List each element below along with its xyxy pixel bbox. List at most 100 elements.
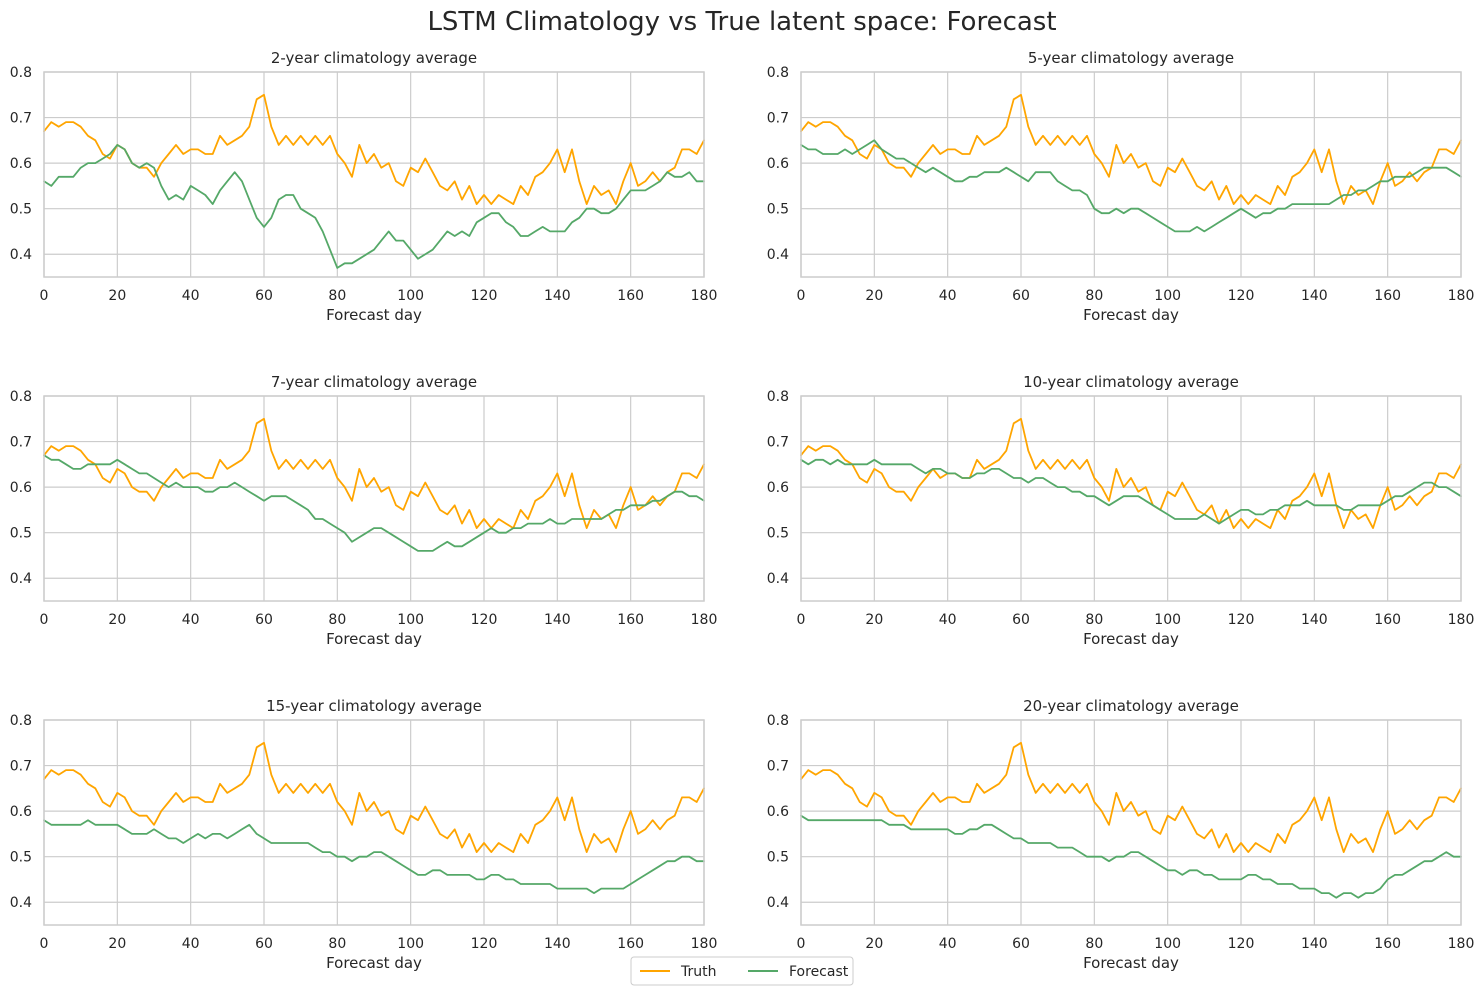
series-line-forecast xyxy=(43,819,705,894)
y-tick-label: 0.6 xyxy=(767,156,789,172)
y-tick-label: 0.5 xyxy=(767,202,789,218)
x-tick-label: 0 xyxy=(797,936,806,952)
plot-frame xyxy=(43,395,705,602)
x-tick-label: 180 xyxy=(1448,936,1475,952)
x-tick-label: 40 xyxy=(182,612,200,628)
y-tick-label: 0.5 xyxy=(10,850,32,866)
x-tick-label: 20 xyxy=(108,288,126,304)
legend-frame xyxy=(630,956,854,986)
y-tick-label: 0.6 xyxy=(10,480,32,496)
y-tick-label: 0.4 xyxy=(10,571,32,587)
y-tick-label: 0.4 xyxy=(767,571,789,587)
x-tick-label: 120 xyxy=(471,288,498,304)
subplot-title: 15-year climatology average xyxy=(266,697,482,715)
x-tick-label: 140 xyxy=(544,288,571,304)
y-tick-label: 0.8 xyxy=(767,389,789,405)
x-tick-label: 100 xyxy=(1154,288,1181,304)
subplot-title: 10-year climatology average xyxy=(1023,373,1239,391)
x-tick-label: 120 xyxy=(471,936,498,952)
y-tick-label: 0.7 xyxy=(767,759,789,775)
y-tick-label: 0.7 xyxy=(767,435,789,451)
series-line-forecast xyxy=(800,458,1462,525)
y-tick-label: 0.8 xyxy=(10,65,32,81)
subplot-1: 2-year climatology average 0 20 40 60 80 100 12… xyxy=(10,49,718,324)
x-tick-label: 80 xyxy=(1085,288,1103,304)
y-tick-label: 0.8 xyxy=(10,713,32,729)
y-tick-label: 0.5 xyxy=(10,202,32,218)
y-tick-label: 0.4 xyxy=(767,895,789,911)
x-tick-label: 40 xyxy=(939,936,957,952)
y-tick-label: 0.8 xyxy=(767,713,789,729)
y-tick-label: 0.6 xyxy=(767,804,789,820)
x-tick-label: 140 xyxy=(1301,612,1328,628)
legend-truth-label: Truth xyxy=(680,964,717,980)
y-tick-label: 0.6 xyxy=(767,480,789,496)
x-tick-label: 60 xyxy=(1012,936,1030,952)
subplot-title: 2-year climatology average xyxy=(271,49,477,67)
subplot-title: 7-year climatology average xyxy=(271,373,477,391)
x-tick-label: 120 xyxy=(1228,612,1255,628)
y-tick-label: 0.4 xyxy=(10,895,32,911)
legend: Truth Forecast xyxy=(630,956,854,986)
x-tick-label: 180 xyxy=(691,936,718,952)
x-tick-label: 120 xyxy=(1228,288,1255,304)
series-line-forecast xyxy=(43,143,705,269)
x-tick-label: 60 xyxy=(255,936,273,952)
x-axis-label: Forecast day xyxy=(1083,954,1179,972)
x-tick-label: 160 xyxy=(1374,936,1401,952)
x-axis-label: Forecast day xyxy=(326,954,422,972)
x-axis-label: Forecast day xyxy=(326,306,422,324)
x-tick-label: 20 xyxy=(108,612,126,628)
x-tick-label: 140 xyxy=(544,936,571,952)
x-tick-label: 160 xyxy=(617,936,644,952)
y-tick-label: 0.4 xyxy=(767,247,789,263)
plot-frame xyxy=(800,395,1462,602)
x-tick-label: 20 xyxy=(865,288,883,304)
x-tick-label: 0 xyxy=(797,612,806,628)
y-tick-label: 0.7 xyxy=(767,111,789,127)
x-tick-label: 140 xyxy=(544,612,571,628)
x-tick-label: 60 xyxy=(1012,288,1030,304)
x-tick-label: 40 xyxy=(939,612,957,628)
y-tick-label: 0.5 xyxy=(767,850,789,866)
x-tick-label: 180 xyxy=(691,288,718,304)
x-tick-label: 160 xyxy=(617,612,644,628)
x-axis-label: Forecast day xyxy=(1083,306,1179,324)
x-tick-label: 100 xyxy=(1154,612,1181,628)
panels: 2-year climatology average 0 20 40 60 80 100 12… xyxy=(10,49,1475,972)
y-tick-label: 0.7 xyxy=(10,111,32,127)
plot-frame xyxy=(800,719,1462,926)
x-tick-label: 80 xyxy=(328,936,346,952)
x-tick-label: 0 xyxy=(797,288,806,304)
series-line-forecast xyxy=(800,814,1462,899)
x-tick-label: 20 xyxy=(108,936,126,952)
plot-frame xyxy=(800,71,1462,278)
x-tick-label: 120 xyxy=(471,612,498,628)
x-tick-label: 60 xyxy=(255,612,273,628)
series-line-truth xyxy=(43,741,705,853)
x-tick-label: 120 xyxy=(1228,936,1255,952)
y-tick-label: 0.7 xyxy=(10,759,32,775)
x-tick-label: 20 xyxy=(865,936,883,952)
subplot-3: 7-year climatology average 0 20 40 60 80 100 12… xyxy=(10,373,718,648)
x-tick-label: 160 xyxy=(1374,612,1401,628)
x-tick-label: 0 xyxy=(40,936,49,952)
x-tick-label: 0 xyxy=(40,612,49,628)
y-tick-label: 0.7 xyxy=(10,435,32,451)
x-tick-label: 20 xyxy=(865,612,883,628)
y-tick-label: 0.5 xyxy=(767,526,789,542)
x-tick-label: 140 xyxy=(1301,288,1328,304)
subplot-2: 5-year climatology average 0 20 40 60 80 100 12… xyxy=(767,49,1475,324)
x-tick-label: 80 xyxy=(328,288,346,304)
subplot-title: 5-year climatology average xyxy=(1028,49,1234,67)
x-tick-label: 0 xyxy=(40,288,49,304)
y-tick-label: 0.6 xyxy=(10,156,32,172)
y-tick-label: 0.4 xyxy=(10,247,32,263)
plot-frame xyxy=(43,71,705,278)
series-line-truth xyxy=(800,93,1462,206)
y-tick-label: 0.8 xyxy=(10,389,32,405)
plot-frame xyxy=(43,719,705,926)
series-line-forecast xyxy=(800,139,1462,233)
x-axis-label: Forecast day xyxy=(1083,630,1179,648)
x-tick-label: 100 xyxy=(397,936,424,952)
